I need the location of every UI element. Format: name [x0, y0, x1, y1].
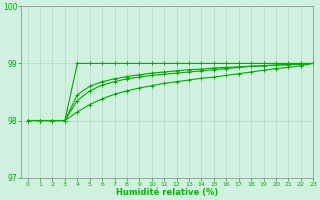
X-axis label: Humidité relative (%): Humidité relative (%) — [116, 188, 219, 197]
